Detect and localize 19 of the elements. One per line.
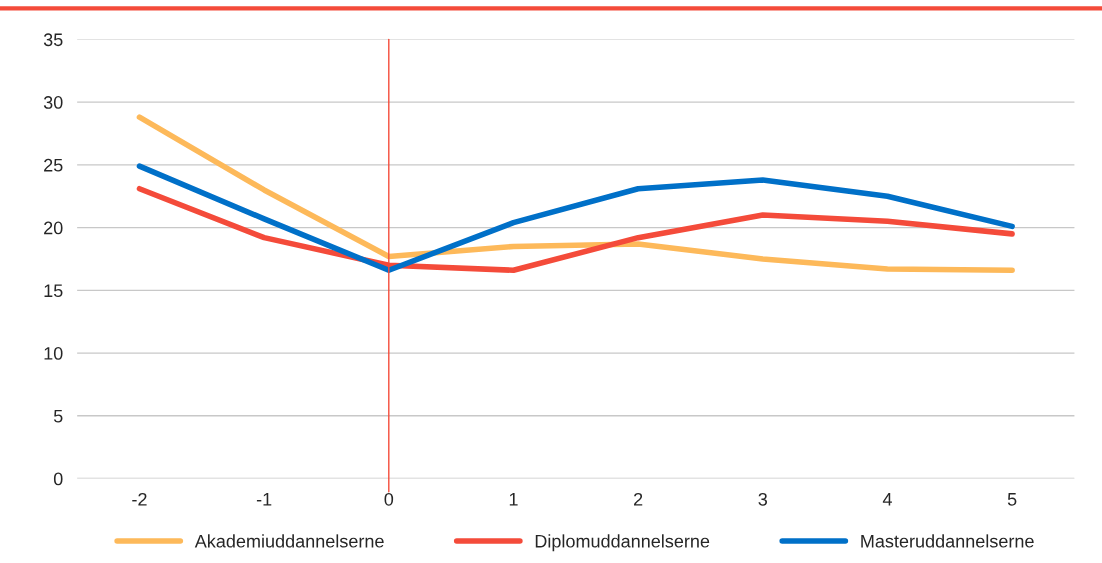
y-tick-label: 5: [53, 409, 63, 423]
y-tick-label: 25: [44, 158, 63, 172]
y-tick-label: 0: [53, 472, 63, 486]
x-tick-label: 0: [384, 492, 394, 506]
y-tick-label: 30: [43, 96, 63, 109]
x-tick-label: 5: [1007, 493, 1017, 506]
legend-label: Akademiuddannelserne: [194, 534, 384, 548]
x-tick-label: -2: [132, 492, 147, 506]
x-tick-label: 3: [758, 492, 768, 506]
x-tick-label: 4: [882, 493, 892, 506]
x-tick-label: 1: [509, 493, 518, 506]
y-tick-label: 35: [43, 33, 63, 47]
y-tick-label: 10: [44, 347, 63, 360]
x-tick-label: -1: [256, 493, 272, 506]
legend-label: Diplomuddannelserne: [535, 534, 710, 552]
legend-label: Masteruddannelserne: [861, 534, 1034, 548]
y-tick-label: 15: [44, 284, 63, 298]
y-tick-label: 20: [44, 221, 63, 235]
x-tick-label: 2: [634, 492, 643, 506]
